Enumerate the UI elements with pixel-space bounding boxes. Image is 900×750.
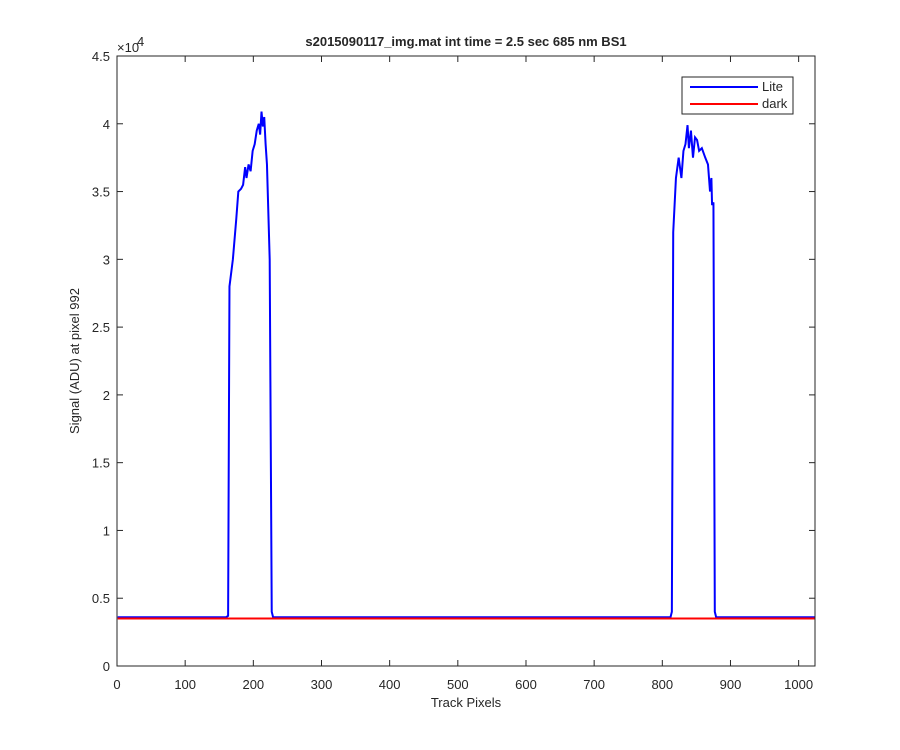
plot-frame (116, 55, 816, 667)
y-tick-label: 3 (103, 252, 110, 267)
x-tick-label: 400 (379, 677, 401, 692)
x-tick-label: 200 (242, 677, 264, 692)
y-tick-label: 0.5 (92, 591, 110, 606)
y-tick-label: 4.5 (92, 49, 110, 64)
y-tick-label: 1.5 (92, 456, 110, 471)
x-tick-label: 300 (311, 677, 333, 692)
x-tick-label: 1000 (784, 677, 813, 692)
y-tick-label: 2 (103, 388, 110, 403)
series-line (117, 111, 815, 619)
y-multiplier-exponent: 4 (137, 34, 144, 49)
x-tick-label: 700 (583, 677, 605, 692)
legend-box (681, 76, 794, 115)
y-tick-label: 1 (103, 523, 110, 538)
x-tick-label: 100 (174, 677, 196, 692)
legend-label: Lite (762, 79, 783, 94)
chart-title: s2015090117_img.mat int time = 2.5 sec 6… (305, 34, 626, 49)
y-tick-label: 2.5 (92, 320, 110, 335)
x-axis-label: Track Pixels (431, 695, 502, 710)
legend-label: dark (762, 96, 788, 111)
y-multiplier: ×10 (117, 40, 139, 55)
x-tick-label: 800 (651, 677, 673, 692)
y-tick-label: 0 (103, 659, 110, 674)
y-tick-label: 3.5 (92, 185, 110, 200)
x-tick-label: 600 (515, 677, 537, 692)
y-tick-label: 4 (103, 117, 110, 132)
y-axis-label: Signal (ADU) at pixel 992 (67, 288, 82, 434)
x-tick-label: 900 (720, 677, 742, 692)
x-tick-label: 0 (113, 677, 120, 692)
x-tick-label: 500 (447, 677, 469, 692)
